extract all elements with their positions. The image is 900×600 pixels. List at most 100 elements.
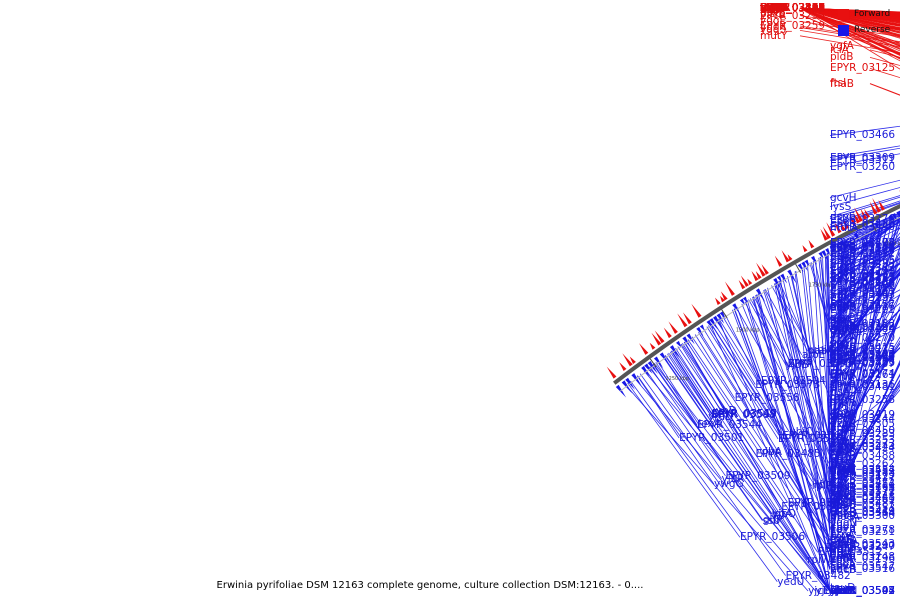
leader-line [795, 270, 831, 488]
gene-label: EPYR_03501 [679, 431, 745, 444]
reverse-gene-feature [888, 214, 895, 225]
gene-label: yacB [760, 8, 786, 21]
gene-label: EPYR_03423 [830, 258, 896, 271]
leader-line [829, 237, 856, 460]
leader-line [799, 7, 900, 16]
gene-label: EPYR_03246 [760, 2, 826, 14]
gene-label: yhlC [816, 477, 840, 490]
gene-label: EPYR_03417 [760, 2, 826, 14]
gene-label: soxR [830, 585, 856, 597]
gene-label: gcvP [830, 312, 855, 325]
gene-label: yjcD [830, 585, 853, 597]
forward-gene-feature [853, 212, 861, 224]
gene-label: citA [760, 2, 780, 14]
gene-label: virK [830, 261, 851, 274]
gene-label: yjiW [830, 325, 853, 338]
leader-line [799, 7, 900, 18]
gene-label: EPYR_03244 [830, 413, 896, 426]
gene-label: yqhE [830, 491, 857, 504]
gene-label: EPYR_03488 [830, 449, 896, 462]
gene-label: pilS [830, 401, 850, 414]
gene-label: endA [760, 2, 787, 14]
leader-line [698, 332, 831, 541]
leader-line [799, 7, 900, 24]
forward-gene-feature [740, 275, 749, 288]
gene-label: EPYR_03260 [830, 160, 896, 173]
gene-label: zntR [830, 552, 854, 565]
leader-line [699, 331, 831, 540]
gene-label: csuE [760, 2, 785, 14]
leader-line [829, 302, 900, 357]
gene-label: yrdC [830, 542, 855, 555]
gene-label: yheV [830, 519, 857, 531]
gene-label: EPYR_03278 [830, 523, 896, 536]
gene-label: EPYR_03468 [760, 2, 826, 14]
gene-label: hrcT [760, 2, 783, 14]
gene-label: yghB [760, 2, 787, 14]
reverse-gene-feature [682, 336, 691, 348]
gene-label: EPYR_03549 [711, 408, 777, 421]
gene-label: epd [830, 350, 850, 363]
forward-gene-feature [747, 278, 753, 285]
gene-label: EPYR_03403 [760, 2, 826, 14]
map-title: Erwinia pyrifoliae DSM 12163 complete ge… [216, 580, 644, 591]
leader-line [799, 7, 900, 44]
gene-label: hrpO [760, 2, 786, 14]
gene-label: EPYR_03404 [830, 349, 896, 362]
gene-label: ywgG [714, 478, 744, 491]
legend-reverse: Reverse [838, 22, 900, 38]
gene-label: EPYR_03567 [781, 430, 848, 443]
leader-line [718, 318, 790, 432]
gene-label: hrcV [760, 2, 784, 14]
gene-label: gcvH [830, 191, 857, 204]
gene-label: EPYR_03247 [830, 541, 896, 554]
gene-label: ydcR [830, 445, 856, 458]
gene-label: lrgA [771, 508, 793, 521]
gene-label: yttF [760, 2, 781, 14]
gene-label: EPYR_03422 [760, 2, 826, 14]
gene-label: visC [830, 409, 852, 422]
leader-line [799, 7, 900, 29]
gene-label: EPYR_03345 [760, 2, 826, 14]
leader-line [799, 7, 900, 22]
gene-label: rhs [830, 324, 847, 337]
gene-label: yggN [830, 517, 858, 530]
gene-label: EPYR_03358 [760, 2, 826, 14]
leader-line [710, 323, 815, 485]
gene-label: EPYR_03266 [830, 275, 896, 288]
gene-label: ygfA [830, 40, 854, 53]
gene-label: relB [760, 2, 781, 14]
leader-line [709, 324, 831, 592]
gene-label: EPYR_03366 [830, 355, 896, 368]
gene-label: sbmA [760, 2, 790, 14]
gene-label: yjiW [830, 371, 853, 384]
leader-line [829, 217, 897, 546]
gene-label: hrpY [760, 2, 785, 14]
gene-label: iciA [830, 43, 849, 56]
reverse-swatch [838, 24, 849, 36]
gene-label: fba [830, 315, 847, 328]
gene-label: yggI [760, 2, 783, 14]
gene-label: EPYR_03344 [760, 2, 826, 14]
forward-gene-feature [629, 356, 636, 364]
leader-line [829, 249, 834, 420]
gene-label: ssb [762, 514, 781, 527]
leader-line [829, 251, 900, 376]
gene-label: hrpJ [760, 2, 781, 14]
gene-label: dfoA [760, 2, 784, 14]
gene-label: yhdN [830, 585, 858, 597]
leader-line [829, 239, 900, 286]
gene-label: yhjJ [760, 2, 779, 14]
leader-line [687, 339, 827, 547]
reverse-gene-feature [644, 363, 653, 374]
gene-label: EPYR_03256 [830, 276, 896, 289]
gene-label: EPYR_03270 [830, 331, 896, 344]
gene-label: fhaB [830, 534, 854, 547]
gene-label: rplX [830, 448, 852, 461]
gene-label: mmyG [830, 322, 865, 335]
gene-label: hsvB [830, 464, 856, 477]
leader-line [829, 313, 900, 530]
gene-label: EPYR_03396 [760, 2, 826, 14]
gene-label: yggR [830, 496, 857, 509]
leader-line [708, 325, 813, 487]
